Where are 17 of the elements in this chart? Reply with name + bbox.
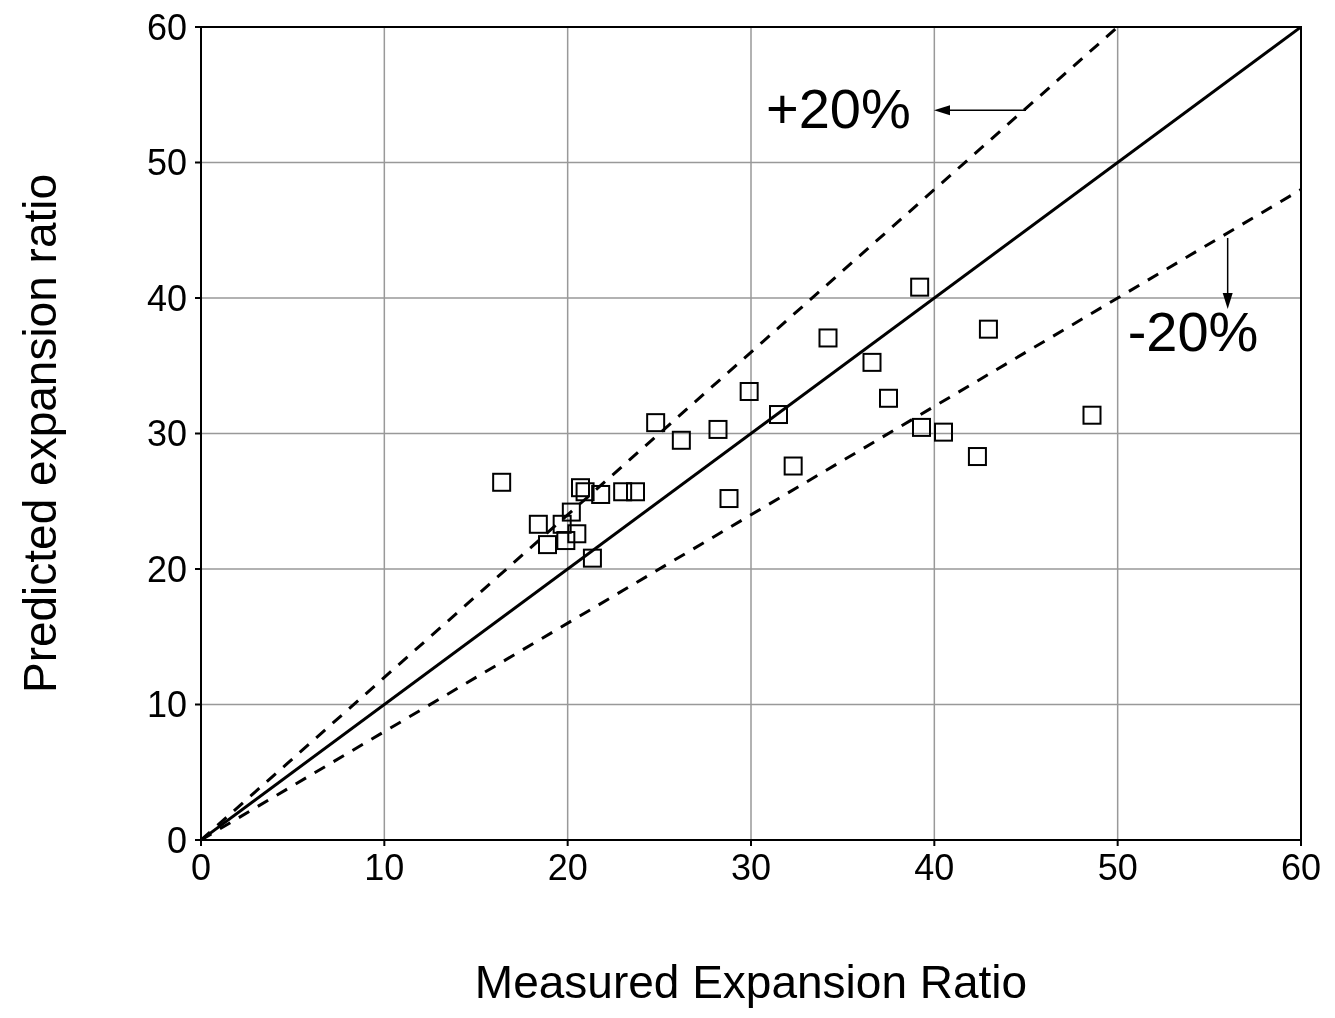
x-tick-label: 20	[547, 846, 588, 888]
y-tick-label: 20	[146, 548, 187, 590]
x-tick-label: 10	[364, 846, 405, 888]
x-tick-label: 30	[730, 846, 772, 888]
y-tick-label: 0	[166, 819, 187, 861]
x-axis-title: Measured Expansion Ratio	[474, 956, 1028, 1008]
annotation: -20%	[1127, 299, 1259, 363]
y-tick-label: 50	[146, 142, 187, 184]
y-tick-label: 30	[146, 413, 187, 455]
x-tick-label: 50	[1097, 846, 1138, 888]
x-tick-label: 40	[914, 846, 955, 888]
annotation: +20%	[766, 77, 911, 141]
y-tick-label: 40	[146, 277, 187, 319]
y-axis-title: Predicted expansion ratio	[14, 173, 67, 694]
x-tick-label: 60	[1280, 846, 1322, 888]
y-tick-label: 10	[146, 684, 187, 726]
y-tick-label: 60	[146, 6, 187, 48]
